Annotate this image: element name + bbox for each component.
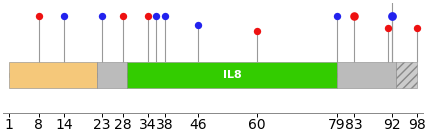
Point [414, 27, 421, 29]
Point [195, 24, 202, 26]
Point [144, 15, 151, 17]
Point [350, 15, 357, 17]
Text: IL8: IL8 [223, 70, 241, 80]
Bar [127, 62, 337, 88]
Bar [337, 62, 396, 88]
Point [254, 30, 261, 32]
Point [161, 15, 168, 17]
Bar [9, 62, 98, 88]
Point [153, 15, 160, 17]
Point [384, 27, 391, 29]
Point [119, 15, 126, 17]
Point [98, 15, 105, 17]
Point [334, 15, 341, 17]
Point [35, 15, 42, 17]
Point [388, 15, 395, 17]
Bar [396, 62, 417, 88]
Point [60, 15, 67, 17]
Bar [98, 62, 127, 88]
